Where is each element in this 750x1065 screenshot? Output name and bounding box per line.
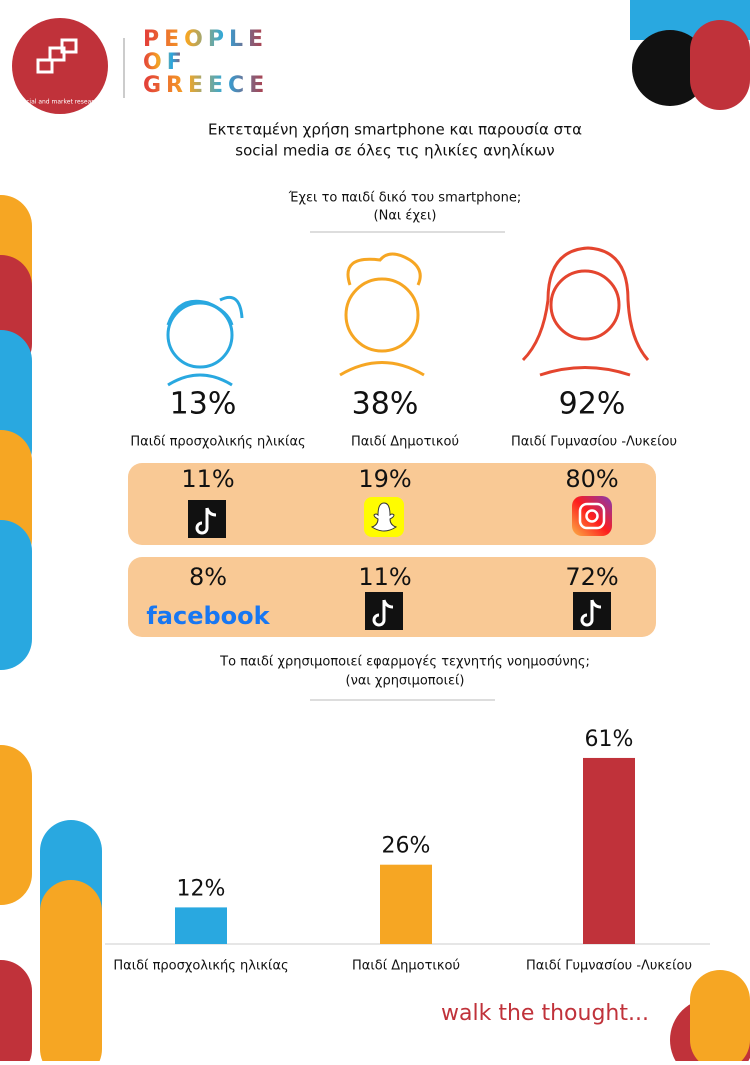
bar	[175, 907, 227, 944]
value-label: 61%	[585, 727, 634, 752]
value-label: 26%	[382, 834, 431, 859]
person-icon	[166, 246, 650, 387]
app-icon	[188, 496, 612, 630]
question-note: (Ναι έχει)	[374, 209, 437, 224]
question-note: (ναι χρησιμοποιεί)	[346, 674, 465, 689]
group-percent: 13%	[170, 387, 237, 422]
group-label: Παιδί Γυμνασίου -Λυκείου	[511, 435, 677, 450]
bar	[380, 864, 432, 944]
app-percent: 80%	[565, 465, 618, 493]
title: Εκτεταμένη χρήση smartphone και παρουσία…	[208, 121, 582, 139]
bar	[583, 757, 635, 944]
brand-name: PEOPLE	[143, 27, 268, 52]
value-label: 12%	[177, 876, 226, 901]
title: social media σε όλες τις ηλικίες ανηλίκω…	[235, 142, 554, 160]
x-tick-label: Παιδί Δημοτικού	[352, 959, 460, 974]
logo-tagline: social and market research	[19, 99, 101, 106]
group-percent: 38%	[352, 387, 419, 422]
brand-name: OF	[143, 50, 187, 75]
question: Το παιδί χρησιμοποιεί εφαρμογές τεχνητής…	[219, 655, 590, 670]
group-label: Παιδί προσχολικής ηλικίας	[130, 435, 305, 450]
app-percent: 11%	[358, 563, 411, 591]
question: Έχει το παιδί δικό του smartphone;	[288, 191, 521, 206]
app-percent: 8%	[189, 563, 227, 591]
x-tick-label: Παιδί προσχολικής ηλικίας	[113, 959, 288, 974]
app-percent: 11%	[181, 465, 234, 493]
footer-slogan: walk the thought...	[441, 1001, 649, 1026]
logo	[12, 18, 108, 114]
group-percent: 92%	[559, 387, 626, 422]
app-percent: 72%	[565, 563, 618, 591]
x-tick-label: Παιδί Γυμνασίου -Λυκείου	[526, 959, 692, 974]
facebook-wordmark: facebook	[146, 602, 270, 630]
brand-name: GREECE	[143, 73, 269, 98]
app-percent: 19%	[358, 465, 411, 493]
group-label: Παιδί Δημοτικού	[351, 435, 459, 450]
